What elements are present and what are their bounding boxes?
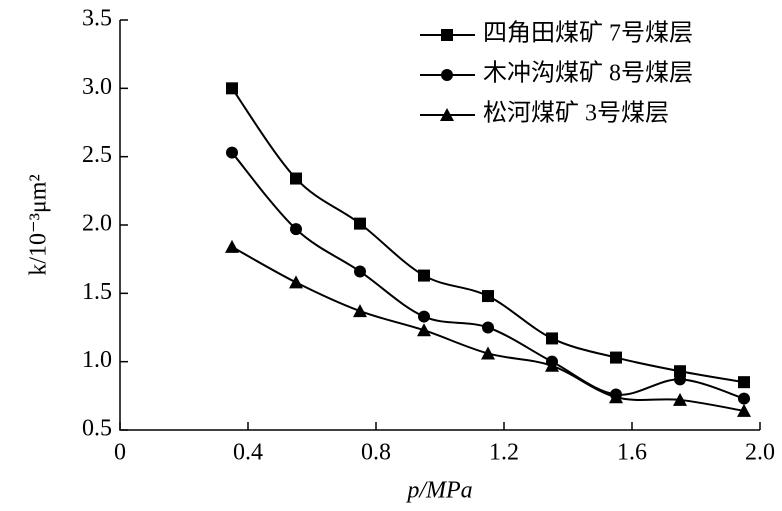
marker-circle bbox=[418, 310, 430, 323]
marker-triangle bbox=[440, 108, 454, 121]
x-tick-label: 0.8 bbox=[361, 440, 391, 466]
marker-triangle bbox=[289, 275, 303, 289]
marker-triangle bbox=[481, 346, 495, 360]
y-tick-label: 0.5 bbox=[82, 416, 112, 442]
legend-label: 木冲沟煤矿 8号煤层 bbox=[483, 60, 693, 87]
marker-circle bbox=[441, 69, 453, 81]
marker-circle bbox=[738, 392, 750, 405]
marker-square bbox=[441, 29, 453, 41]
marker-triangle bbox=[353, 304, 367, 318]
marker-square bbox=[290, 172, 302, 185]
y-tick-label: 1.5 bbox=[82, 279, 112, 305]
marker-square bbox=[546, 332, 558, 345]
legend-label: 四角田煤矿 7号煤层 bbox=[483, 20, 693, 47]
marker-circle bbox=[674, 373, 686, 386]
legend-label: 松河煤矿 3号煤层 bbox=[483, 100, 669, 127]
marker-circle bbox=[354, 265, 366, 278]
y-axis-label: k/10⁻³μm² bbox=[26, 174, 52, 275]
marker-square bbox=[482, 290, 494, 303]
marker-triangle bbox=[545, 358, 559, 372]
x-axis-label: p/MPa bbox=[405, 478, 472, 504]
x-tick-label: 0 bbox=[114, 440, 126, 466]
y-tick-label: 1.0 bbox=[82, 347, 112, 373]
marker-square bbox=[354, 217, 366, 230]
marker-circle bbox=[226, 146, 238, 159]
marker-square bbox=[418, 269, 430, 282]
marker-square bbox=[226, 82, 238, 95]
marker-circle bbox=[290, 223, 302, 236]
x-tick-label: 0.4 bbox=[233, 440, 263, 466]
marker-triangle bbox=[673, 392, 687, 406]
x-tick-label: 1.2 bbox=[489, 440, 519, 466]
y-tick-label: 3.5 bbox=[82, 6, 112, 32]
marker-triangle bbox=[225, 239, 239, 253]
marker-triangle bbox=[737, 403, 751, 417]
marker-triangle bbox=[609, 390, 623, 404]
marker-square bbox=[738, 376, 750, 389]
y-tick-label: 3.0 bbox=[82, 74, 112, 100]
marker-square bbox=[610, 351, 622, 364]
marker-square bbox=[674, 365, 686, 378]
y-tick-label: 2.5 bbox=[82, 142, 112, 168]
x-tick-label: 2.0 bbox=[745, 440, 775, 466]
y-tick-label: 2.0 bbox=[82, 211, 112, 237]
marker-circle bbox=[482, 321, 494, 334]
marker-triangle bbox=[417, 323, 431, 337]
series-line bbox=[231, 87, 745, 384]
x-tick-label: 1.6 bbox=[617, 440, 647, 466]
